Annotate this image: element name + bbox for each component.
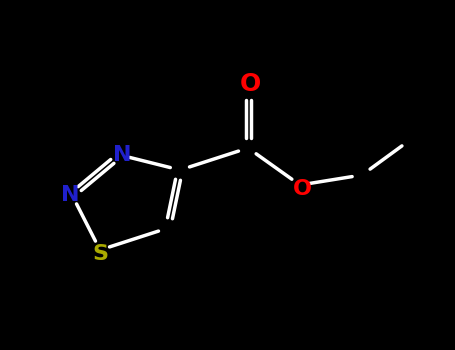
- Text: N: N: [113, 145, 131, 165]
- Text: O: O: [239, 72, 261, 96]
- Text: S: S: [92, 244, 108, 264]
- Text: O: O: [293, 179, 312, 199]
- Text: N: N: [61, 185, 79, 205]
